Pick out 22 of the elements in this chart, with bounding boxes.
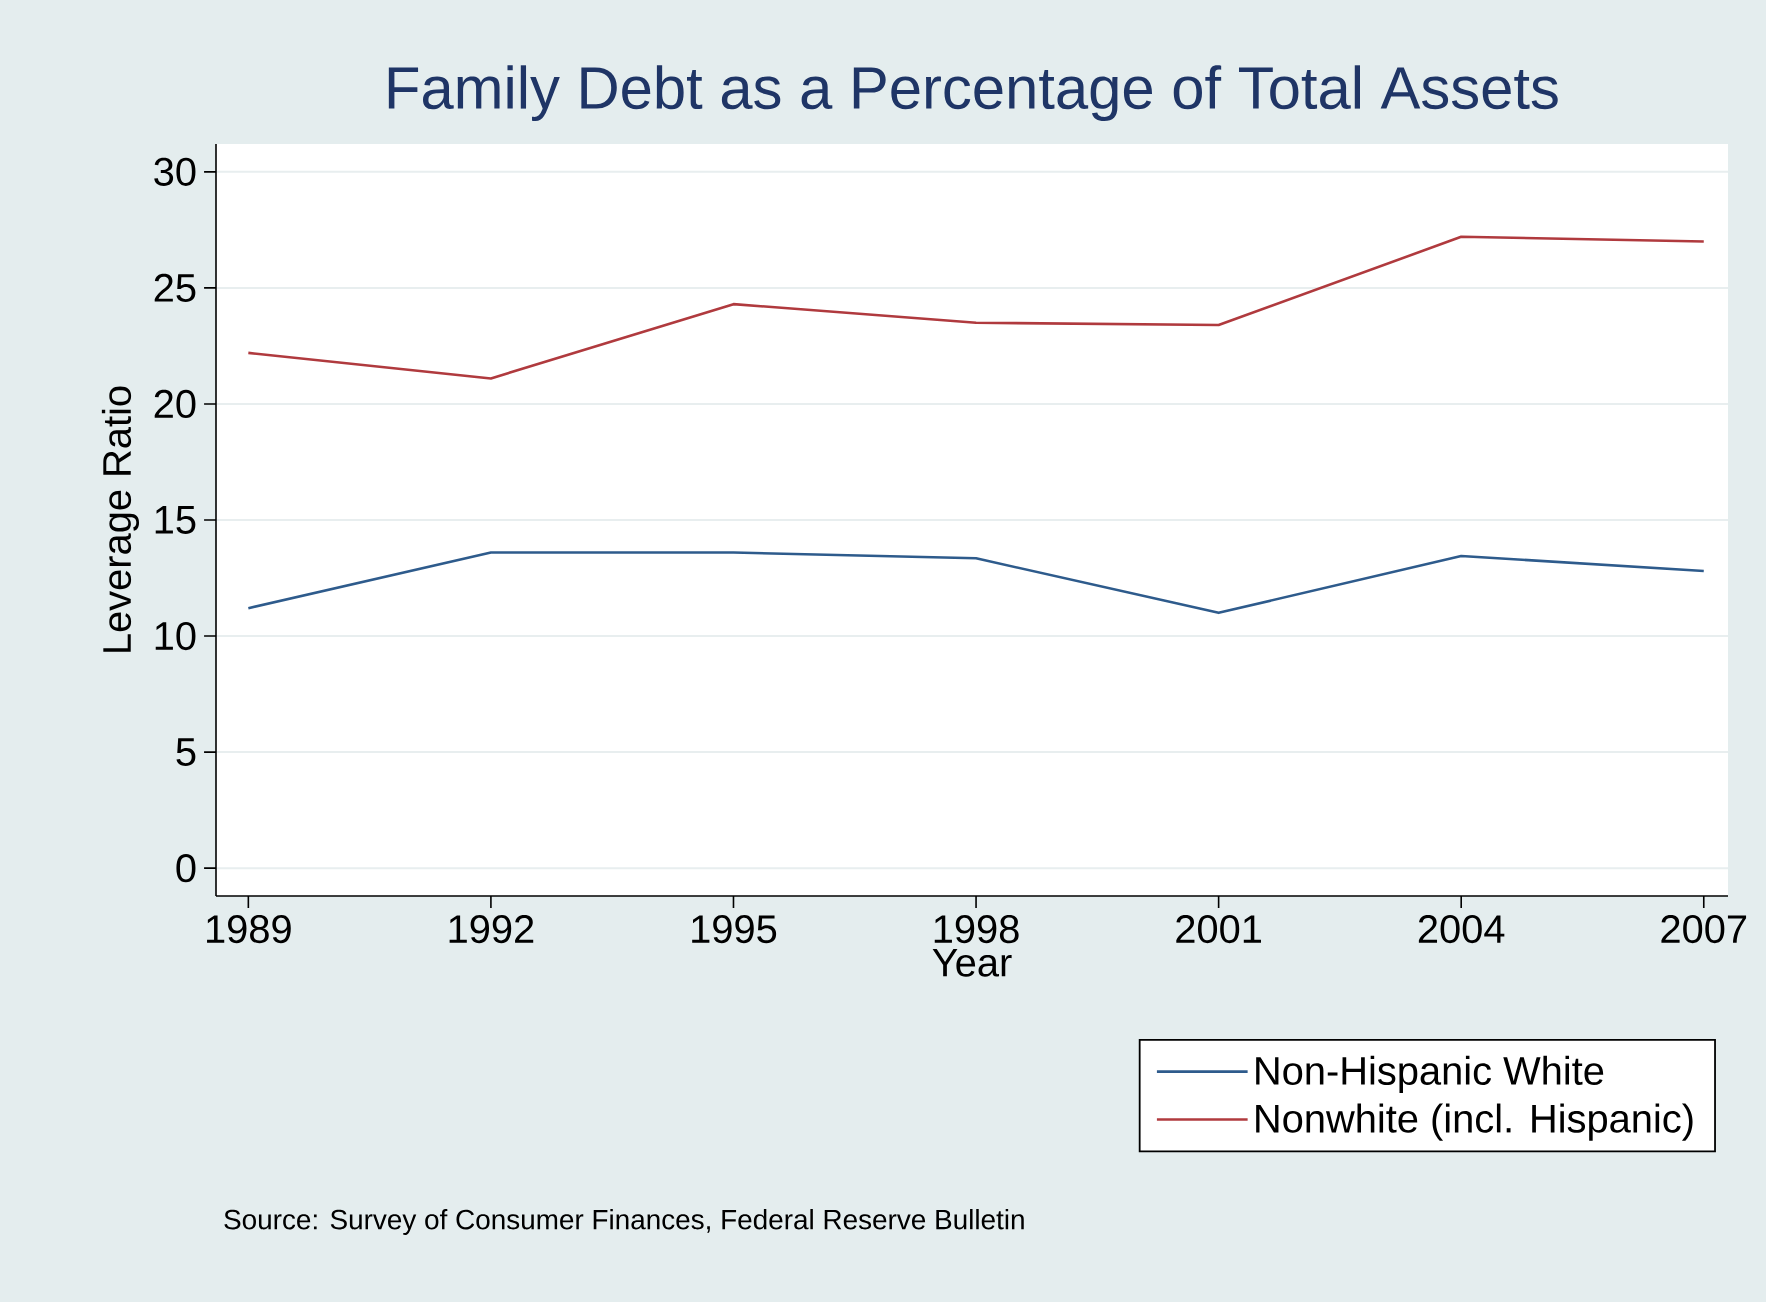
- line-series: [247, 551, 1706, 615]
- x-axis-title: Year: [932, 948, 1012, 977]
- x-tick-label: 1992: [449, 915, 534, 944]
- x-tick-label: 1989: [207, 915, 291, 944]
- legend-label: Non-Hispanic White: [1256, 1055, 1604, 1093]
- y-tick-label: 15: [155, 506, 196, 534]
- chart-title: Family Debt as a Percentage of Total Assets: [388, 65, 1558, 122]
- y-tick-label: 5: [176, 738, 196, 766]
- x-tick-label: 2004: [1418, 915, 1505, 944]
- y-tick-label: 25: [154, 273, 196, 302]
- y-tick-label: 20: [154, 389, 196, 419]
- legend-label: Nonwhite (incl. Hispanic): [1256, 1103, 1693, 1141]
- y-tick-label: 10: [155, 621, 196, 651]
- line-series: [247, 235, 1706, 380]
- x-tick-label: 2007: [1661, 915, 1747, 944]
- x-tick-label: 2001: [1176, 915, 1261, 944]
- source-note: Source: Survey of Consumer Finances, Federal Reserve Bulletin: [224, 1208, 1024, 1235]
- y-axis-title: Leverage Ratio: [101, 386, 140, 652]
- x-tick-label: 1995: [692, 915, 777, 944]
- y-tick-label: 0: [176, 854, 196, 883]
- x-tick-label: 1998: [934, 915, 1019, 944]
- y-tick-label: 30: [154, 157, 196, 186]
